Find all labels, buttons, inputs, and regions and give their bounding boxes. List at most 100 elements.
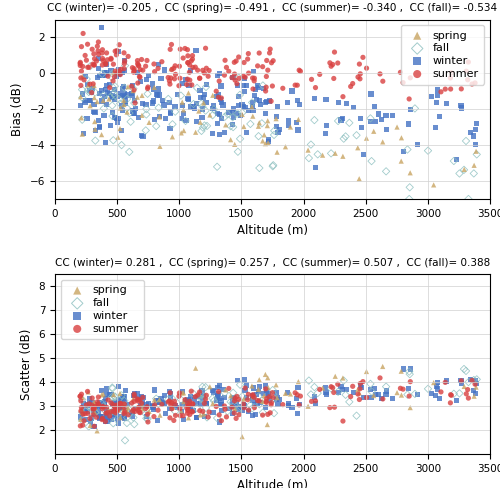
summer: [116, 399, 124, 407]
summer: [82, 56, 90, 64]
spring: [76, 415, 84, 423]
winter: [217, 82, 225, 90]
winter: [102, 407, 110, 414]
summer: [356, 396, 364, 404]
summer: [158, 401, 166, 408]
spring: [209, 91, 217, 99]
summer: [446, 74, 454, 82]
spring: [264, 117, 272, 124]
winter: [128, 413, 136, 421]
summer: [76, 392, 84, 400]
winter: [360, 151, 368, 159]
summer: [79, 30, 87, 38]
winter: [118, 68, 126, 76]
winter: [102, 71, 110, 79]
winter: [82, 408, 90, 416]
summer: [102, 49, 110, 57]
winter: [103, 89, 111, 97]
summer: [112, 51, 120, 59]
summer: [90, 61, 98, 69]
winter: [119, 82, 127, 90]
winter: [262, 404, 270, 411]
winter: [235, 402, 243, 410]
summer: [230, 397, 238, 405]
summer: [104, 72, 112, 80]
summer: [308, 76, 316, 83]
winter: [370, 385, 378, 392]
summer: [102, 403, 110, 411]
winter: [100, 68, 108, 76]
summer: [85, 63, 93, 71]
summer: [120, 408, 128, 416]
fall: [91, 408, 99, 416]
spring: [90, 408, 98, 416]
winter: [106, 411, 114, 419]
summer: [232, 57, 240, 65]
winter: [113, 73, 121, 81]
winter: [186, 103, 194, 111]
winter: [150, 403, 158, 411]
winter: [216, 401, 224, 408]
winter: [106, 414, 114, 422]
winter: [156, 398, 164, 406]
summer: [334, 59, 342, 67]
summer: [168, 405, 176, 413]
summer: [94, 42, 102, 50]
winter: [124, 91, 132, 99]
winter: [109, 400, 117, 408]
summer: [167, 74, 175, 82]
fall: [334, 117, 342, 125]
spring: [260, 131, 268, 139]
winter: [100, 401, 108, 409]
fall: [87, 87, 95, 95]
spring: [192, 128, 200, 136]
summer: [98, 405, 106, 413]
spring: [138, 405, 146, 413]
spring: [93, 427, 101, 435]
summer: [144, 84, 152, 92]
winter: [114, 47, 122, 55]
spring: [238, 433, 246, 441]
summer: [182, 81, 190, 88]
summer: [240, 404, 248, 412]
winter: [276, 125, 284, 133]
winter: [229, 108, 237, 116]
fall: [305, 154, 313, 162]
summer: [154, 407, 162, 414]
winter: [114, 70, 122, 78]
fall: [234, 394, 242, 402]
summer: [446, 391, 454, 399]
summer: [442, 85, 450, 93]
summer: [468, 80, 476, 88]
spring: [91, 404, 99, 411]
spring: [222, 386, 230, 394]
spring: [355, 389, 363, 397]
spring: [470, 392, 478, 400]
spring: [318, 151, 326, 159]
summer: [233, 80, 241, 87]
summer: [120, 57, 128, 65]
summer: [405, 95, 413, 103]
winter: [434, 379, 442, 386]
fall: [118, 391, 126, 399]
spring: [294, 116, 302, 123]
summer: [362, 394, 370, 402]
Y-axis label: Bias (dB): Bias (dB): [12, 82, 24, 136]
summer: [240, 72, 248, 80]
summer: [231, 76, 239, 84]
fall: [411, 104, 419, 112]
winter: [173, 90, 181, 98]
winter: [335, 98, 343, 106]
winter: [293, 395, 301, 403]
summer: [88, 401, 96, 409]
winter: [106, 81, 114, 89]
winter: [240, 75, 248, 82]
summer: [136, 66, 144, 74]
winter: [90, 407, 98, 414]
spring: [472, 383, 480, 391]
fall: [108, 70, 116, 78]
summer: [359, 378, 367, 386]
winter: [107, 391, 115, 399]
winter: [428, 92, 436, 100]
summer: [405, 392, 413, 400]
